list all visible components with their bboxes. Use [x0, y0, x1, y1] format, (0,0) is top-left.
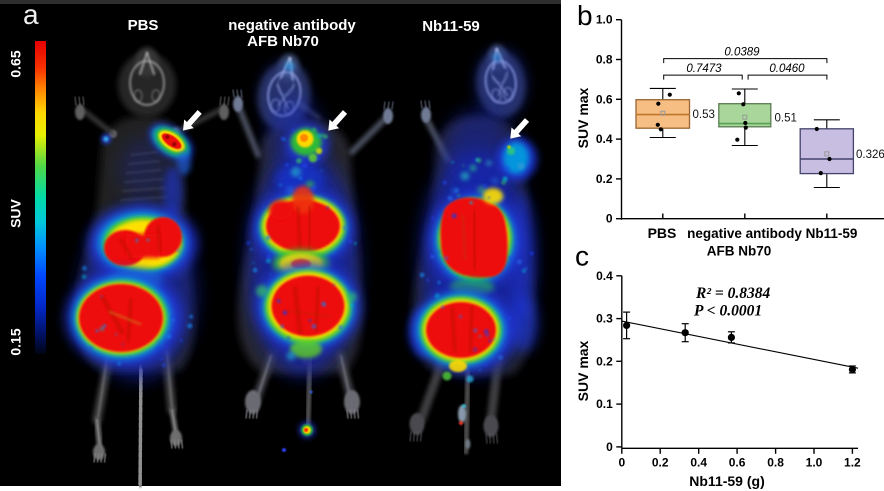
- svg-text:Nb11-59 (g): Nb11-59 (g): [689, 473, 764, 489]
- svg-text:0.8: 0.8: [767, 456, 784, 470]
- svg-text:0.7473: 0.7473: [686, 63, 722, 75]
- svg-text:AFB Nb70: AFB Nb70: [707, 244, 772, 259]
- svg-text:PBS: PBS: [648, 225, 677, 241]
- svg-text:negative antibody: negative antibody: [687, 226, 802, 241]
- svg-text:0.15: 0.15: [8, 328, 24, 355]
- svg-text:Nb11-59: Nb11-59: [806, 226, 858, 241]
- svg-text:0.326: 0.326: [856, 149, 884, 161]
- svg-text:0.4: 0.4: [596, 269, 613, 283]
- svg-text:0.6: 0.6: [596, 92, 613, 106]
- svg-text:SUV max: SUV max: [575, 340, 591, 401]
- svg-text:0.6: 0.6: [729, 456, 746, 470]
- svg-text:R² = 0.8384: R² = 0.8384: [695, 285, 770, 302]
- svg-text:0: 0: [618, 456, 625, 470]
- svg-text:b: b: [577, 0, 593, 31]
- svg-text:0.0389: 0.0389: [724, 47, 760, 59]
- svg-text:0.51: 0.51: [775, 113, 797, 125]
- svg-text:Nb11-59: Nb11-59: [422, 18, 480, 35]
- svg-text:negative antibody: negative antibody: [228, 17, 356, 34]
- svg-text:0.1: 0.1: [596, 397, 613, 411]
- svg-text:1.0: 1.0: [596, 13, 613, 27]
- svg-text:0.2: 0.2: [596, 354, 613, 368]
- svg-text:AFB Nb70: AFB Nb70: [247, 33, 319, 50]
- svg-text:SUV: SUV: [8, 198, 24, 227]
- svg-text:0: 0: [606, 212, 613, 226]
- svg-text:a: a: [23, 0, 39, 30]
- svg-text:c: c: [575, 241, 589, 272]
- svg-text:0.4: 0.4: [690, 456, 707, 470]
- svg-text:0.2: 0.2: [596, 172, 613, 186]
- svg-text:0.3: 0.3: [596, 312, 613, 326]
- svg-text:PBS: PBS: [128, 17, 159, 34]
- svg-text:1.2: 1.2: [844, 456, 861, 470]
- svg-text:0.0460: 0.0460: [769, 63, 805, 75]
- svg-text:0.53: 0.53: [693, 109, 715, 121]
- svg-text:SUV max: SUV max: [575, 87, 591, 148]
- svg-text:0.8: 0.8: [596, 53, 613, 67]
- svg-text:0.2: 0.2: [652, 456, 669, 470]
- svg-text:0.65: 0.65: [8, 50, 24, 77]
- svg-text:0.4: 0.4: [596, 132, 613, 146]
- svg-text:0: 0: [606, 440, 613, 454]
- svg-text:1.0: 1.0: [806, 456, 823, 470]
- svg-text:P < 0.0001: P < 0.0001: [694, 303, 762, 320]
